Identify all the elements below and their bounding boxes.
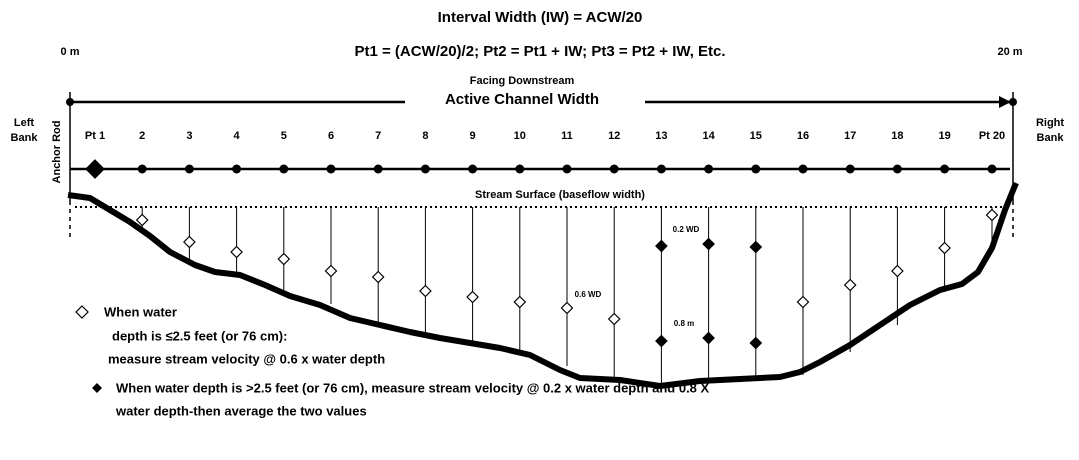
tape-point bbox=[232, 164, 242, 174]
open-diamond bbox=[466, 290, 479, 304]
rod-top bbox=[1009, 98, 1017, 106]
tape-point bbox=[373, 164, 383, 174]
tape-point bbox=[656, 164, 666, 174]
point-label: 10 bbox=[514, 130, 526, 142]
point-label: 15 bbox=[750, 130, 762, 142]
filled-diamond bbox=[702, 331, 715, 345]
anchor-rod: Anchor Rod bbox=[51, 121, 63, 184]
tape-point bbox=[845, 164, 855, 174]
filled-diamond bbox=[749, 240, 763, 254]
point-label: 2 bbox=[139, 130, 145, 142]
left-bank: Left bbox=[14, 117, 35, 129]
point-label: 13 bbox=[655, 130, 667, 142]
annotation: 0.2 WD bbox=[673, 225, 700, 234]
open-diamond bbox=[938, 241, 951, 255]
scale-start: 0 m bbox=[61, 46, 80, 58]
subtitle: Pt1 = (ACW/20)/2; Pt2 = Pt1 + IW; Pt3 = … bbox=[354, 43, 725, 60]
open-diamond bbox=[513, 295, 527, 309]
tape-point bbox=[987, 164, 997, 174]
open-diamond bbox=[419, 284, 432, 298]
open-diamond bbox=[560, 301, 574, 315]
left-bank: Bank bbox=[11, 132, 39, 144]
width-label: Active Channel Width bbox=[445, 91, 599, 108]
legend-open-diamond bbox=[75, 305, 89, 319]
stream-surface-label: Stream Surface (baseflow width) bbox=[475, 189, 645, 201]
point-label: 12 bbox=[608, 130, 620, 142]
filled-diamond bbox=[655, 334, 668, 348]
point-label: 3 bbox=[186, 130, 192, 142]
tape-point bbox=[704, 164, 714, 174]
point-label: 7 bbox=[375, 130, 381, 142]
legend-text: When water bbox=[104, 304, 177, 319]
tape-point bbox=[940, 164, 950, 174]
facing-label: Facing Downstream bbox=[470, 75, 575, 87]
tape-point bbox=[892, 164, 902, 174]
point-label: 14 bbox=[702, 130, 715, 142]
tape-point bbox=[609, 164, 619, 174]
open-diamond bbox=[230, 245, 243, 259]
tape-point bbox=[137, 164, 147, 174]
point-label: 9 bbox=[470, 130, 476, 142]
point-label: Pt 20 bbox=[979, 130, 1005, 142]
tape-point bbox=[751, 164, 761, 174]
filled-diamond bbox=[655, 239, 668, 253]
legend-filled-diamond bbox=[92, 383, 102, 393]
tape-point bbox=[515, 164, 525, 174]
filled-diamond bbox=[85, 159, 105, 179]
legend-text: water depth-then average the two values bbox=[115, 403, 367, 418]
open-diamond bbox=[607, 312, 621, 326]
right-bank: Bank bbox=[1037, 132, 1065, 144]
tape-point bbox=[420, 164, 430, 174]
point-label: 11 bbox=[561, 130, 573, 142]
scale-end: 20 m bbox=[997, 46, 1022, 58]
point-label: 18 bbox=[891, 130, 903, 142]
annotation: 0.6 WD bbox=[575, 290, 602, 299]
open-diamond bbox=[324, 264, 338, 278]
filled-diamond bbox=[702, 237, 715, 251]
legend-text: When water depth is >2.5 feet (or 76 cm)… bbox=[116, 380, 710, 395]
open-diamond bbox=[183, 235, 196, 249]
point-label: 19 bbox=[938, 130, 950, 142]
tape-point bbox=[326, 164, 336, 174]
point-label: 16 bbox=[797, 130, 809, 142]
open-diamond bbox=[985, 208, 999, 222]
tape-point bbox=[468, 164, 478, 174]
point-label: 6 bbox=[328, 130, 334, 142]
open-diamond bbox=[891, 264, 904, 278]
right-bank: Right bbox=[1036, 117, 1064, 129]
point-label: 5 bbox=[281, 130, 287, 142]
point-label: 17 bbox=[844, 130, 856, 142]
open-diamond bbox=[796, 295, 810, 309]
title: Interval Width (IW) = ACW/20 bbox=[438, 9, 643, 26]
point-label: Pt 1 bbox=[85, 130, 105, 142]
point-label: 4 bbox=[234, 130, 241, 142]
tape-point bbox=[279, 164, 289, 174]
open-diamond bbox=[277, 252, 291, 266]
open-diamond bbox=[371, 270, 385, 284]
filled-diamond bbox=[749, 336, 763, 350]
stream-bed bbox=[67, 181, 1019, 389]
open-diamond bbox=[135, 213, 149, 227]
legend-text: depth is ≤2.5 feet (or 76 cm): bbox=[112, 328, 287, 343]
tape-point bbox=[184, 164, 194, 174]
tape-point bbox=[798, 164, 808, 174]
open-diamond bbox=[843, 278, 857, 292]
rod-top bbox=[66, 98, 74, 106]
annotation: 0.8 m bbox=[674, 319, 694, 328]
point-label: 8 bbox=[422, 130, 428, 142]
legend-text: measure stream velocity @ 0.6 x water de… bbox=[108, 351, 385, 366]
tape-point bbox=[562, 164, 572, 174]
